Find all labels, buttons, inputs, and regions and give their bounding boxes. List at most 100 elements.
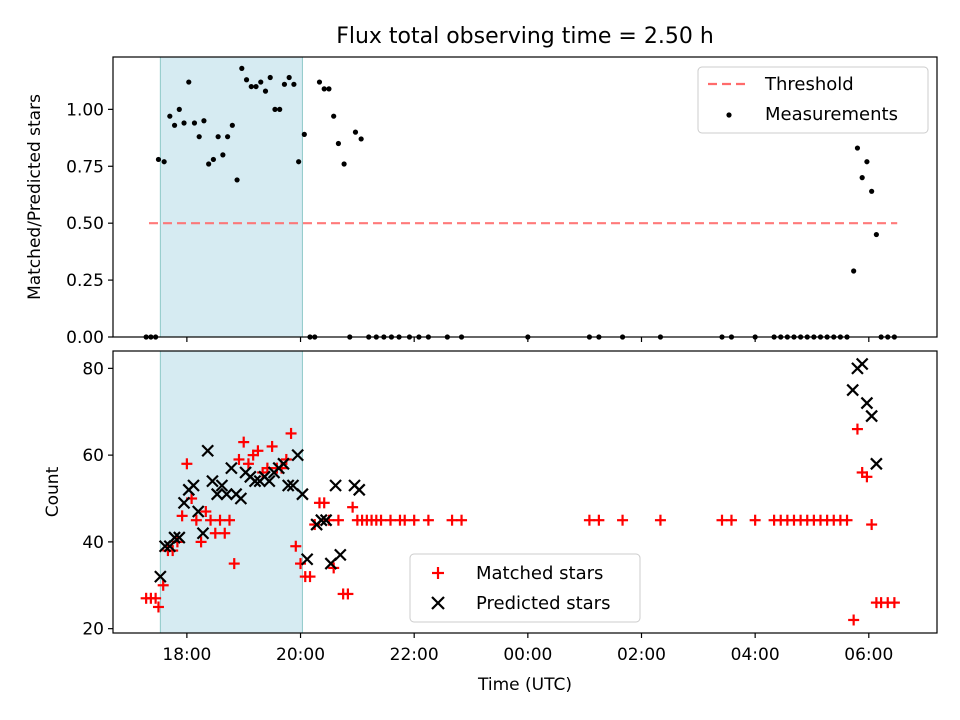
predicted-star-point bbox=[846, 383, 859, 397]
matched-star-point bbox=[200, 506, 212, 518]
predicted-star-point-stroke bbox=[225, 461, 238, 475]
predicted-star-point bbox=[319, 513, 333, 527]
matched-star-point bbox=[716, 514, 728, 526]
matched-star-point bbox=[749, 514, 761, 526]
matched-star-point bbox=[285, 427, 297, 439]
predicted-star-point-stroke bbox=[191, 505, 205, 518]
predicted-star-point bbox=[277, 457, 290, 471]
measurement-point bbox=[272, 106, 278, 112]
measurement-point bbox=[262, 88, 269, 94]
counts-panel: 20 40 60 80 18:00 20:00 22:00 00:00 02:00 04:00 0… bbox=[43, 350, 938, 695]
predicted-star-point bbox=[225, 461, 238, 475]
legend-threshold-label: Threshold bbox=[764, 74, 854, 95]
measurement-point bbox=[316, 79, 323, 85]
matched-star-point bbox=[851, 423, 863, 435]
y-tick-label: 20 bbox=[82, 620, 104, 640]
top-x-axis-ticks bbox=[186, 337, 870, 342]
x-tick-label: 20:00 bbox=[276, 645, 325, 665]
legend-predicted-label: Predicted stars bbox=[476, 593, 610, 614]
predicted-star-point bbox=[352, 483, 366, 497]
measurement-point bbox=[161, 159, 167, 165]
measurements-panel: 0.00 0.25 0.50 0.75 1.00 Matched/Predicted s… bbox=[25, 56, 938, 348]
bottom-y-axis-label: Count bbox=[43, 466, 63, 517]
measurement-point bbox=[176, 106, 182, 112]
y-tick-label: 0.25 bbox=[66, 271, 104, 291]
matched-star-point bbox=[593, 514, 605, 526]
matched-star-point bbox=[176, 510, 188, 522]
predicted-star-point-stroke bbox=[277, 457, 290, 471]
predicted-star-point-stroke bbox=[154, 570, 167, 583]
y-tick-label: 40 bbox=[82, 533, 104, 553]
legend-matched-swatch bbox=[432, 567, 444, 579]
predicted-star-point-stroke bbox=[210, 487, 224, 501]
counts-series bbox=[140, 357, 900, 626]
predicted-star-point-stroke bbox=[291, 448, 304, 462]
matched-star-point bbox=[375, 514, 387, 526]
predicted-star-point bbox=[262, 474, 276, 488]
predicted-star-point bbox=[173, 531, 186, 544]
predicted-star-point-stroke bbox=[315, 513, 328, 527]
measurement-point bbox=[326, 86, 332, 92]
measurement-point bbox=[277, 106, 283, 112]
predicted-star-point-stroke bbox=[201, 444, 214, 458]
predicted-star-point bbox=[206, 474, 219, 488]
matched-star-point bbox=[304, 571, 316, 583]
predicted-star-point bbox=[168, 531, 181, 544]
predicted-star-point-stroke bbox=[168, 531, 181, 544]
top-legend-box bbox=[697, 66, 929, 134]
measurement-point bbox=[267, 74, 273, 81]
matched-star-point bbox=[456, 514, 468, 526]
y-tick-label: 1.00 bbox=[66, 100, 104, 120]
x-axis-label: Time (UTC) bbox=[477, 675, 572, 695]
predicted-star-point-stroke bbox=[300, 552, 314, 566]
matched-star-point bbox=[252, 445, 264, 457]
predicted-star-point bbox=[860, 396, 874, 410]
measurement-point bbox=[331, 113, 337, 119]
matched-star-point bbox=[888, 597, 900, 609]
predicted-star-point-stroke bbox=[281, 479, 295, 492]
measurement-point bbox=[281, 81, 288, 87]
measurement-point bbox=[225, 134, 231, 140]
legend-matched-label: Matched stars bbox=[476, 563, 603, 584]
predicted-star-point-stroke bbox=[352, 483, 366, 497]
bottom-y-axis-ticks: 20 40 60 80 bbox=[82, 359, 113, 640]
y-tick-label: 0.50 bbox=[66, 214, 104, 234]
matched-star-point bbox=[214, 514, 226, 526]
observing-window-span bbox=[159, 350, 303, 634]
measurement-point bbox=[210, 156, 216, 163]
matched-star-point bbox=[347, 501, 359, 513]
predicted-star-point-stroke bbox=[329, 479, 342, 492]
measurement-point bbox=[854, 145, 861, 151]
predicted-star-point-stroke bbox=[870, 457, 883, 471]
predicted-star-point-stroke bbox=[177, 496, 191, 510]
matched-star-point bbox=[152, 601, 164, 613]
matched-star-point bbox=[617, 514, 629, 526]
predicted-star-point-stroke bbox=[220, 487, 233, 501]
matched-star-point bbox=[866, 519, 878, 531]
predicted-star-point-stroke bbox=[187, 479, 200, 492]
measurement-point bbox=[191, 120, 198, 126]
matched-star-point bbox=[233, 453, 245, 465]
predicted-star-point bbox=[248, 474, 262, 488]
matched-star-point bbox=[290, 540, 302, 552]
matched-star-point bbox=[318, 497, 330, 509]
legend-measurements-swatch bbox=[726, 112, 732, 118]
bottom-x-axis-ticks: 18:00 20:00 22:00 00:00 02:00 04:00 06:00 bbox=[162, 633, 893, 665]
matched-star-point bbox=[181, 458, 193, 470]
bottom-legend: Matched stars Predicted stars bbox=[409, 553, 641, 623]
predicted-star-point-stroke bbox=[855, 357, 869, 371]
predicted-star-point-stroke bbox=[196, 526, 210, 540]
predicted-star-point-stroke bbox=[286, 479, 300, 492]
predicted-star-point bbox=[201, 444, 214, 458]
matched-star-point bbox=[583, 514, 595, 526]
matched-star-point bbox=[342, 588, 354, 600]
measurement-point bbox=[301, 131, 307, 137]
predicted-star-point-stroke bbox=[173, 531, 186, 544]
predicted-star-point-stroke bbox=[206, 474, 219, 488]
measurement-point bbox=[171, 122, 178, 128]
top-y-axis-label: Matched/Predicted stars bbox=[25, 94, 45, 300]
chart-title: Flux total observing time = 2.50 h bbox=[336, 24, 714, 49]
top-y-axis-ticks: 0.00 0.25 0.50 0.75 1.00 bbox=[66, 100, 113, 348]
measurement-point bbox=[215, 134, 221, 140]
y-tick-label: 60 bbox=[82, 446, 104, 466]
